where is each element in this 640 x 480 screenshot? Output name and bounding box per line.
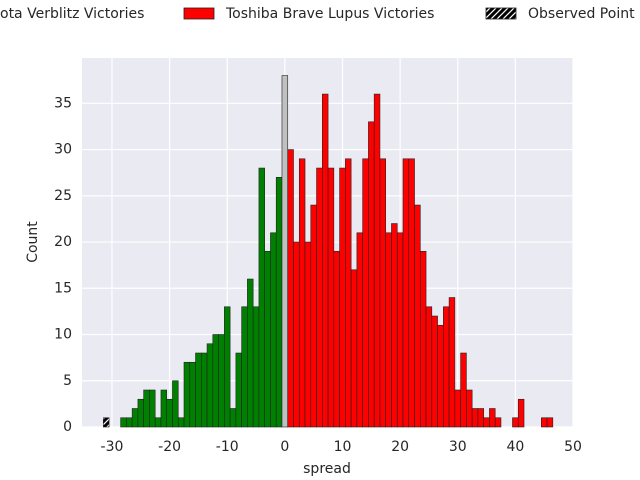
bar xyxy=(224,306,231,428)
bar xyxy=(431,315,438,428)
bar xyxy=(293,241,300,428)
bar xyxy=(385,232,392,428)
y-tick-label: 0 xyxy=(63,419,72,435)
bar xyxy=(137,398,144,428)
bar xyxy=(126,417,133,428)
bar xyxy=(414,204,421,428)
legend-swatch xyxy=(485,7,517,20)
x-tick-label: 40 xyxy=(506,439,524,455)
bar xyxy=(448,297,456,428)
bar xyxy=(270,232,277,428)
x-tick-label: 0 xyxy=(280,439,289,455)
bar xyxy=(396,232,404,428)
bar xyxy=(466,389,473,428)
bar xyxy=(258,167,265,428)
bar xyxy=(339,167,346,428)
bar xyxy=(517,398,525,428)
y-tick-label: 25 xyxy=(54,188,72,204)
bar xyxy=(264,250,271,428)
bar xyxy=(206,343,214,428)
x-tick-label: 20 xyxy=(391,439,409,455)
x-tick-label: -20 xyxy=(158,439,181,455)
y-tick-label: 15 xyxy=(54,280,72,296)
legend-label: Toshiba Brave Lupus Victories xyxy=(225,6,434,22)
bar xyxy=(172,380,179,428)
bar xyxy=(546,417,554,428)
x-tick-label: 50 xyxy=(564,439,582,455)
y-tick-label: 30 xyxy=(54,142,72,158)
bar xyxy=(350,269,358,428)
bar xyxy=(460,352,467,428)
bar xyxy=(131,408,139,428)
bar xyxy=(454,389,461,428)
bar xyxy=(310,204,317,428)
bar xyxy=(402,158,410,428)
bar xyxy=(183,361,191,428)
bar xyxy=(327,167,335,428)
legend-label: ota Verblitz Victories xyxy=(0,6,144,22)
bar xyxy=(218,334,225,428)
legend-swatch xyxy=(183,7,215,20)
bar xyxy=(304,241,312,428)
bar xyxy=(287,149,294,428)
bar xyxy=(477,408,484,428)
x-tick-label: -10 xyxy=(216,439,239,455)
bar xyxy=(120,417,127,428)
bar xyxy=(241,306,248,428)
bar xyxy=(494,417,502,428)
bar xyxy=(368,121,375,428)
bar xyxy=(275,177,283,428)
bar xyxy=(471,408,479,428)
x-axis-label: spread xyxy=(303,461,351,477)
bar xyxy=(166,398,173,428)
bar xyxy=(212,334,219,428)
bar xyxy=(235,352,242,428)
bar xyxy=(489,408,496,428)
bar xyxy=(195,352,202,428)
bar xyxy=(443,306,450,428)
bar xyxy=(189,361,196,428)
y-tick-label: 5 xyxy=(63,373,72,389)
bar xyxy=(247,278,254,428)
bar xyxy=(373,93,381,428)
bar xyxy=(154,417,162,428)
bar xyxy=(512,417,519,428)
y-tick-label: 20 xyxy=(54,234,72,250)
legend-label: Observed Point xyxy=(528,6,635,22)
x-tick-label: 10 xyxy=(334,439,352,455)
bar xyxy=(160,389,168,428)
bar xyxy=(200,352,208,428)
bar xyxy=(177,417,185,428)
y-axis-label: Count xyxy=(25,221,41,263)
bar xyxy=(391,223,398,428)
x-tick-label: 30 xyxy=(449,439,467,455)
bar xyxy=(316,167,323,428)
bar xyxy=(281,75,289,428)
bar xyxy=(298,158,306,428)
bar xyxy=(541,417,548,428)
bar xyxy=(425,306,433,428)
bar xyxy=(103,417,110,428)
bar xyxy=(143,389,150,428)
bar xyxy=(356,232,363,428)
bar xyxy=(379,158,387,428)
x-tick-label: -30 xyxy=(101,439,124,455)
y-tick-label: 35 xyxy=(54,95,72,111)
bar xyxy=(229,408,237,428)
y-tick-label: 10 xyxy=(54,327,72,343)
bar xyxy=(362,158,369,428)
bar xyxy=(437,324,444,428)
bar xyxy=(333,250,340,428)
bar xyxy=(408,158,415,428)
bar xyxy=(149,389,156,428)
bar xyxy=(483,417,490,428)
bar xyxy=(419,250,427,428)
bar xyxy=(252,306,260,428)
bar xyxy=(345,158,352,428)
bar xyxy=(322,93,329,428)
